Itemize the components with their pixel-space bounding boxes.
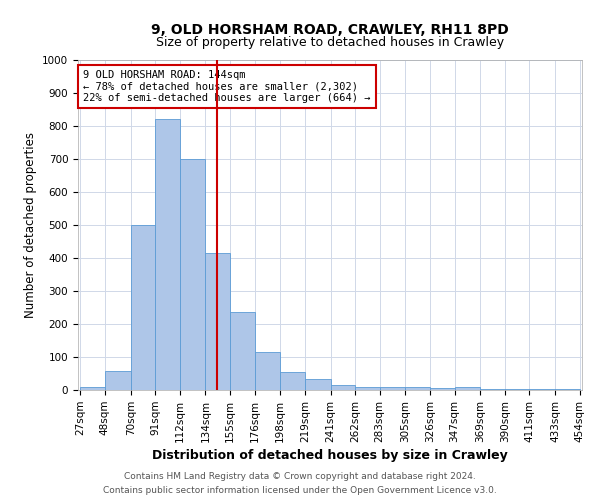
Text: Size of property relative to detached houses in Crawley: Size of property relative to detached ho… <box>156 36 504 49</box>
Bar <box>254 352 280 390</box>
Text: 9, OLD HORSHAM ROAD, CRAWLEY, RH11 8PD: 9, OLD HORSHAM ROAD, CRAWLEY, RH11 8PD <box>151 22 509 36</box>
Bar <box>305 380 331 390</box>
X-axis label: Distribution of detached houses by size in Crawley: Distribution of detached houses by size … <box>152 449 508 462</box>
Text: Contains public sector information licensed under the Open Government Licence v3: Contains public sector information licen… <box>103 486 497 495</box>
Bar <box>205 253 230 390</box>
Bar <box>406 388 430 390</box>
Bar <box>380 386 406 390</box>
Text: Contains HM Land Registry data © Crown copyright and database right 2024.: Contains HM Land Registry data © Crown c… <box>124 472 476 481</box>
Bar <box>355 386 380 390</box>
Bar <box>430 388 455 390</box>
Bar <box>155 120 180 390</box>
Text: 9 OLD HORSHAM ROAD: 144sqm
← 78% of detached houses are smaller (2,302)
22% of s: 9 OLD HORSHAM ROAD: 144sqm ← 78% of deta… <box>83 70 371 103</box>
Y-axis label: Number of detached properties: Number of detached properties <box>23 132 37 318</box>
Bar <box>131 225 155 390</box>
Bar <box>180 159 205 390</box>
Bar <box>105 371 131 390</box>
Bar <box>455 388 480 390</box>
Bar <box>230 312 254 390</box>
Bar <box>280 372 305 390</box>
Bar <box>331 385 355 390</box>
Bar <box>480 389 505 390</box>
Bar <box>80 388 105 390</box>
